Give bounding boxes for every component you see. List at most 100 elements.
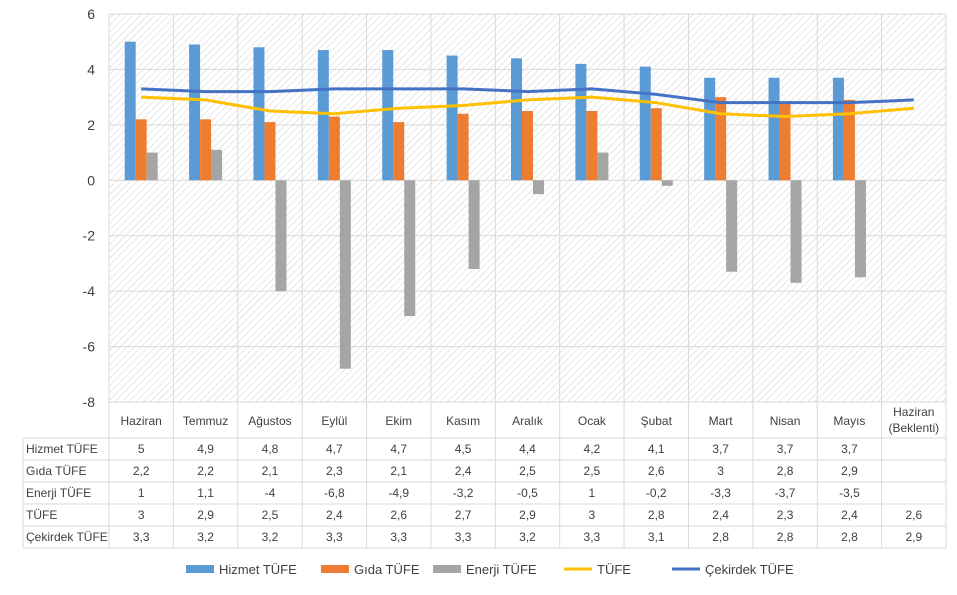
bar-hizmet-tüfe [511, 58, 522, 181]
table-cell: 2,1 [390, 464, 407, 478]
table-row-header: Çekirdek TÜFE [26, 530, 108, 544]
data-table: Haziran Temmuz Ağustos Eylül Ekim Kasım Aralık… [22, 402, 947, 549]
table-cell: 2,5 [519, 464, 536, 478]
series-lines [141, 87, 914, 119]
table-cell: 1 [138, 486, 145, 500]
legend-label-hizmet-tüfe: Hizmet TÜFE [219, 562, 297, 577]
legend: Hizmet TÜFE Gıda TÜFE Enerji TÜFE TÜFE Çekir… [186, 562, 794, 577]
table-cell: 2,9 [905, 530, 922, 544]
category-label: Kasım [446, 414, 480, 428]
table-cell: -4 [265, 486, 276, 500]
category-label: (Beklenti) [888, 421, 939, 435]
table-cell: 3 [589, 508, 596, 522]
category-label: Ağustos [248, 414, 291, 428]
y-tick-label: -6 [83, 339, 96, 355]
category-label: Ekim [385, 414, 412, 428]
legend-label-çekirdek-tüfe: Çekirdek TÜFE [705, 562, 794, 577]
table-cell: 2,5 [584, 464, 601, 478]
category-label: Ocak [578, 414, 607, 428]
bars [124, 41, 866, 369]
y-tick-label: -8 [83, 394, 96, 410]
table-cell: 3,3 [584, 530, 601, 544]
bar-gıda-tüfe [328, 116, 340, 181]
table-cell: 4,8 [262, 442, 279, 456]
table-cell: 2,2 [197, 464, 214, 478]
bar-hizmet-tüfe [639, 66, 651, 181]
table-cell: 2,8 [712, 530, 729, 544]
bar-hizmet-tüfe [575, 63, 587, 181]
table-cell: 3,2 [519, 530, 536, 544]
table-cell: 3,2 [197, 530, 214, 544]
line-tüfe [141, 95, 914, 119]
category-label: Mart [709, 414, 734, 428]
bar-enerji-tüfe [404, 180, 416, 317]
table-cell: 2,8 [841, 530, 858, 544]
table-cell: 1,1 [197, 486, 214, 500]
category-label: Aralık [512, 414, 544, 428]
table-row-header: Gıda TÜFE [26, 464, 86, 478]
y-tick-label: 4 [87, 61, 95, 77]
bar-gıda-tüfe [200, 119, 212, 181]
table-cell: 2,5 [262, 508, 279, 522]
category-label: Haziran [893, 405, 934, 419]
bar-gıda-tüfe [393, 122, 405, 181]
table-cell: 3 [138, 508, 145, 522]
table-cell: 5 [138, 442, 145, 456]
bar-enerji-tüfe [468, 180, 480, 269]
table-cell: 2,4 [455, 464, 472, 478]
bar-gıda-tüfe [586, 111, 598, 181]
table-cell: 1 [589, 486, 596, 500]
legend-label-tüfe: TÜFE [597, 562, 631, 577]
table-cell: 2,9 [197, 508, 214, 522]
bar-hizmet-tüfe [446, 55, 458, 181]
bar-gıda-tüfe [715, 97, 727, 181]
bar-gıda-tüfe [843, 99, 855, 181]
legend-swatch-hizmet-tüfe [186, 565, 214, 573]
category-label: Haziran [121, 414, 162, 428]
bar-hizmet-tüfe [124, 41, 136, 181]
plot-area [109, 14, 946, 402]
legend-swatch-gıda-tüfe [321, 565, 349, 573]
bar-gıda-tüfe [135, 119, 147, 181]
y-tick-label: 2 [87, 117, 95, 133]
table-cell: 3,7 [841, 442, 858, 456]
table-cell: -4,9 [388, 486, 409, 500]
table-row-header: Hizmet TÜFE [26, 442, 98, 456]
table-cell: 2,2 [133, 464, 150, 478]
table-cell: 4,1 [648, 442, 665, 456]
bar-hizmet-tüfe [832, 77, 844, 181]
table-cell: 4,5 [455, 442, 472, 456]
table-cell: 2,8 [777, 464, 794, 478]
table-cell: 3,3 [390, 530, 407, 544]
category-label: Şubat [641, 414, 673, 428]
category-label: Eylül [321, 414, 347, 428]
bar-gıda-tüfe [264, 122, 276, 181]
category-label: Mayıs [833, 414, 865, 428]
table-cell: -6,8 [324, 486, 345, 500]
table-cell: 4,9 [197, 442, 214, 456]
table-cell: -3,5 [839, 486, 860, 500]
table-cell: 2,4 [326, 508, 343, 522]
y-axis: 6 4 2 0 -2 -4 -6 -8 [83, 6, 96, 410]
table-cell: 2,9 [841, 464, 858, 478]
table-cell: -0,2 [646, 486, 667, 500]
table-cell: 3,1 [648, 530, 665, 544]
bar-enerji-tüfe [661, 180, 673, 186]
table-cell: 2,6 [648, 464, 665, 478]
legend-swatch-enerji-tüfe [433, 565, 461, 573]
table-cell: -0,5 [517, 486, 538, 500]
bar-hizmet-tüfe [317, 50, 329, 181]
bar-enerji-tüfe [211, 149, 223, 181]
table-cell: 4,7 [390, 442, 407, 456]
bar-hizmet-tüfe [253, 47, 265, 181]
table-cell: 2,3 [326, 464, 343, 478]
table-cell: 4,4 [519, 442, 536, 456]
bar-enerji-tüfe [533, 180, 544, 195]
plot-hatch [109, 14, 946, 402]
table-cell: 3,3 [455, 530, 472, 544]
table-cell: 3,2 [262, 530, 279, 544]
table-cell: 4,7 [326, 442, 343, 456]
table-cell: 2,9 [519, 508, 536, 522]
table-cell: 3,3 [133, 530, 150, 544]
